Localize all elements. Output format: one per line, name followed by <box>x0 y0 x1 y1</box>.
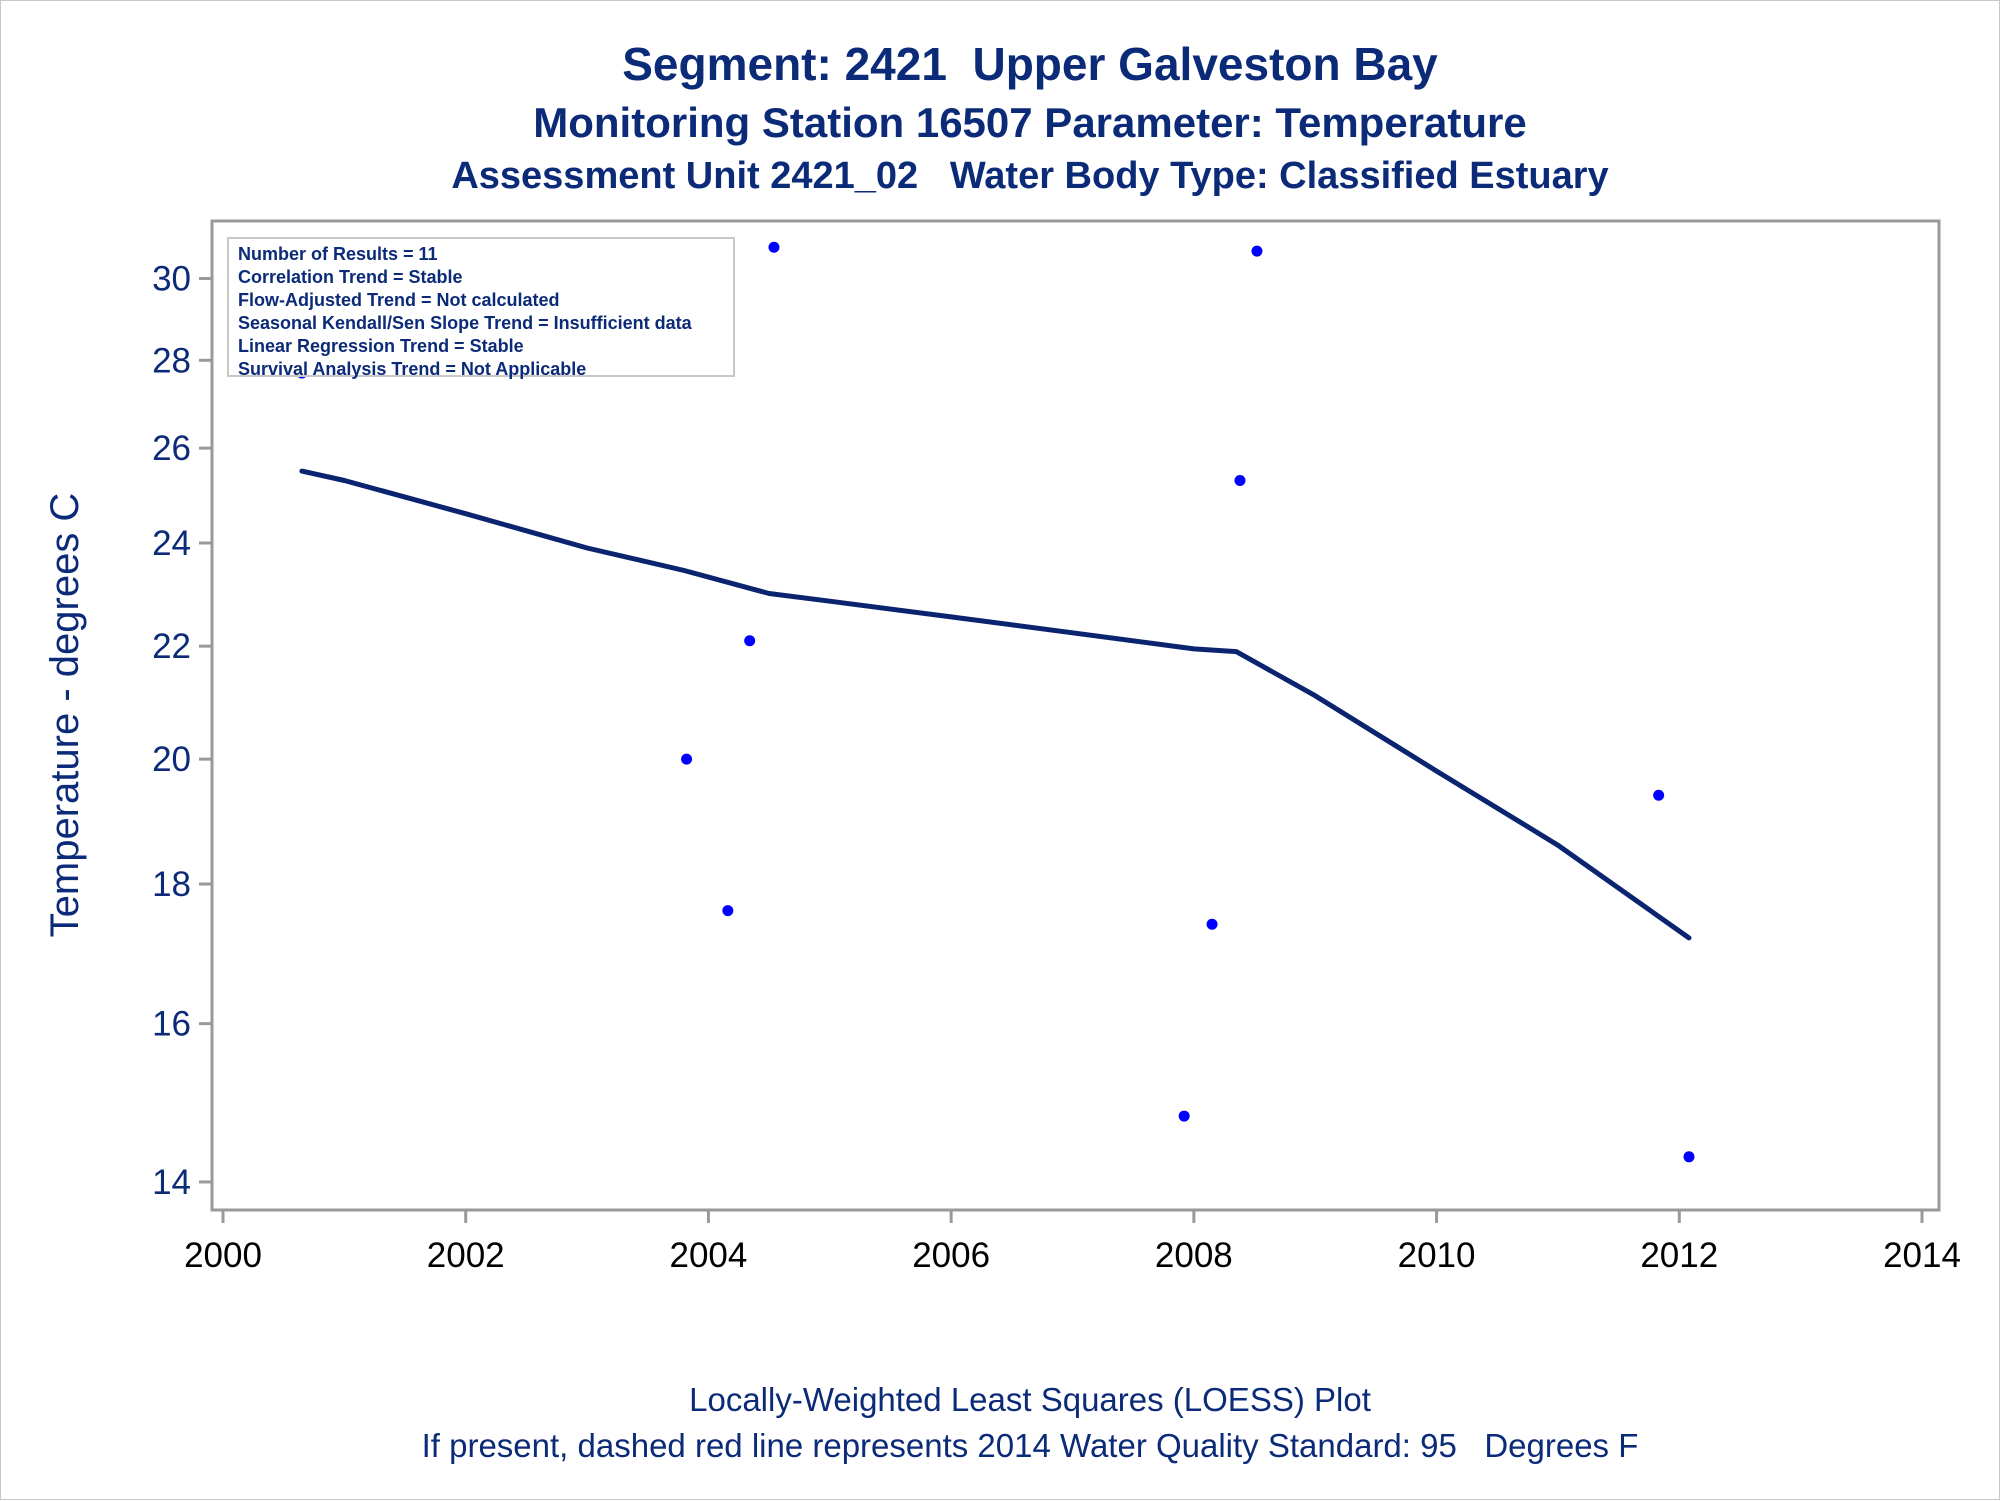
chart-subtitle-assessment: Assessment Unit 2421_02 Water Body Type:… <box>451 155 1609 197</box>
data-point <box>1234 474 1246 486</box>
x-tick-label: 2008 <box>1155 1236 1233 1275</box>
data-point <box>1653 789 1665 801</box>
trend-info-box: Number of Results = 11 Correlation Trend… <box>227 237 735 379</box>
data-point <box>1206 918 1218 930</box>
x-tick-label: 2012 <box>1640 1236 1718 1275</box>
footnote-loess: Locally-Weighted Least Squares (LOESS) P… <box>689 1381 1371 1418</box>
x-tick-label: 2014 <box>1883 1236 1961 1275</box>
info-correlation-trend: Correlation Trend = Stable <box>238 267 463 287</box>
y-tick-label: 30 <box>152 259 191 298</box>
info-survival-analysis-trend: Survival Analysis Trend = Not Applicable <box>238 359 587 379</box>
y-tick-label: 18 <box>152 865 191 904</box>
data-point <box>1251 245 1263 257</box>
y-tick-label: 28 <box>152 341 191 380</box>
data-point <box>1178 1110 1190 1122</box>
y-tick-label: 26 <box>152 429 191 468</box>
x-tick-label: 2000 <box>184 1236 262 1275</box>
footnote-standard: If present, dashed red line represents 2… <box>421 1427 1639 1464</box>
chart-subtitle-station: Monitoring Station 16507 Parameter: Temp… <box>533 99 1527 146</box>
chart-title: Segment: 2421 Upper Galveston Bay <box>622 38 1438 90</box>
x-tick-label: 2010 <box>1398 1236 1476 1275</box>
x-tick-label: 2004 <box>669 1236 747 1275</box>
info-results-count: Number of Results = 11 <box>238 244 438 264</box>
info-seasonal-kendall-trend: Seasonal Kendall/Sen Slope Trend = Insuf… <box>238 313 692 333</box>
y-tick-label: 20 <box>152 740 191 779</box>
x-tick-label: 2006 <box>912 1236 990 1275</box>
y-tick-label: 14 <box>152 1163 191 1202</box>
data-point <box>1683 1151 1695 1163</box>
data-point <box>722 905 734 917</box>
data-point <box>681 753 693 765</box>
y-tick-label: 16 <box>152 1005 191 1044</box>
info-flow-adjusted-trend: Flow-Adjusted Trend = Not calculated <box>238 290 560 310</box>
plot-area-border <box>210 219 1941 1212</box>
loess-trend-line <box>299 468 1692 941</box>
data-point <box>744 635 756 647</box>
y-axis-label: Temperature - degrees C <box>43 493 87 938</box>
info-linear-regression-trend: Linear Regression Trend = Stable <box>238 336 524 356</box>
data-point <box>768 241 780 253</box>
y-tick-label: 22 <box>152 627 191 666</box>
y-tick-label: 24 <box>152 524 191 563</box>
x-tick-label: 2002 <box>427 1236 505 1275</box>
